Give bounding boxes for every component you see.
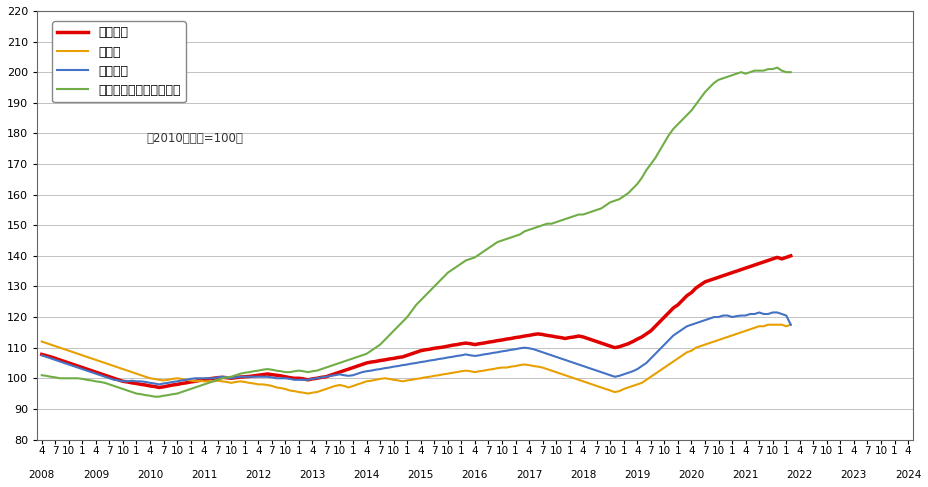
- マンション（区分所有）: [424, 288, 435, 294]
- 住宅総合: [306, 376, 317, 382]
- Text: 2016: 2016: [461, 470, 487, 480]
- 戸建住宅: [135, 378, 147, 384]
- 住宅総合: [153, 385, 164, 391]
- マンション（区分所有）: [148, 393, 160, 399]
- Text: 2015: 2015: [407, 470, 433, 480]
- マンション（区分所有）: [140, 392, 151, 398]
- 住宅地: [306, 390, 317, 395]
- Text: 2019: 2019: [624, 470, 650, 480]
- Text: 2012: 2012: [245, 470, 271, 480]
- 住宅総合: [532, 331, 543, 337]
- 住宅地: [36, 338, 47, 344]
- Line: マンション（区分所有）: マンション（区分所有）: [42, 68, 790, 396]
- Text: 2011: 2011: [191, 470, 217, 480]
- 戸建住宅: [753, 310, 764, 316]
- Text: 2020: 2020: [677, 470, 703, 480]
- Text: 2009: 2009: [83, 470, 109, 480]
- Legend: 住宅総合, 住宅地, 戸建住宅, マンション（区分所有）: 住宅総合, 住宅地, 戸建住宅, マンション（区分所有）: [52, 21, 186, 102]
- 住宅地: [784, 322, 795, 328]
- マンション（区分所有）: [771, 65, 782, 71]
- 戸建住宅: [424, 357, 435, 363]
- 戸建住宅: [415, 359, 426, 365]
- 戸建住宅: [36, 353, 47, 358]
- 戸建住宅: [784, 322, 795, 328]
- Line: 住宅地: 住宅地: [42, 325, 790, 393]
- 戸建住宅: [532, 348, 543, 354]
- Text: 2010: 2010: [136, 470, 163, 480]
- 住宅地: [135, 372, 147, 378]
- 住宅地: [140, 374, 151, 380]
- 住宅地: [532, 364, 543, 370]
- 住宅地: [424, 374, 435, 380]
- 住宅総合: [424, 346, 435, 352]
- マンション（区分所有）: [532, 224, 543, 230]
- 住宅地: [302, 391, 313, 396]
- マンション（区分所有）: [306, 368, 317, 374]
- マンション（区分所有）: [135, 391, 147, 397]
- 戸建住宅: [306, 376, 317, 382]
- Text: 2008: 2008: [29, 470, 55, 480]
- Line: 戸建住宅: 戸建住宅: [42, 313, 790, 384]
- 住宅総合: [784, 253, 795, 259]
- マンション（区分所有）: [784, 69, 795, 75]
- Text: 2023: 2023: [840, 470, 866, 480]
- 戸建住宅: [140, 379, 151, 385]
- Text: （2010年平均=100）: （2010年平均=100）: [147, 131, 243, 145]
- Text: 2021: 2021: [731, 470, 758, 480]
- Text: 2024: 2024: [894, 470, 921, 480]
- 住宅総合: [36, 352, 47, 357]
- 住宅地: [762, 322, 773, 328]
- 住宅総合: [140, 382, 151, 388]
- 住宅総合: [415, 348, 426, 354]
- 戸建住宅: [153, 381, 164, 387]
- 住宅総合: [135, 381, 147, 387]
- Text: 2022: 2022: [786, 470, 812, 480]
- Text: 2013: 2013: [299, 470, 326, 480]
- マンション（区分所有）: [36, 372, 47, 378]
- マンション（区分所有）: [415, 297, 426, 303]
- Text: 2018: 2018: [570, 470, 596, 480]
- 住宅地: [415, 375, 426, 381]
- Text: 2014: 2014: [353, 470, 380, 480]
- Text: 2017: 2017: [515, 470, 542, 480]
- Line: 住宅総合: 住宅総合: [42, 256, 790, 388]
